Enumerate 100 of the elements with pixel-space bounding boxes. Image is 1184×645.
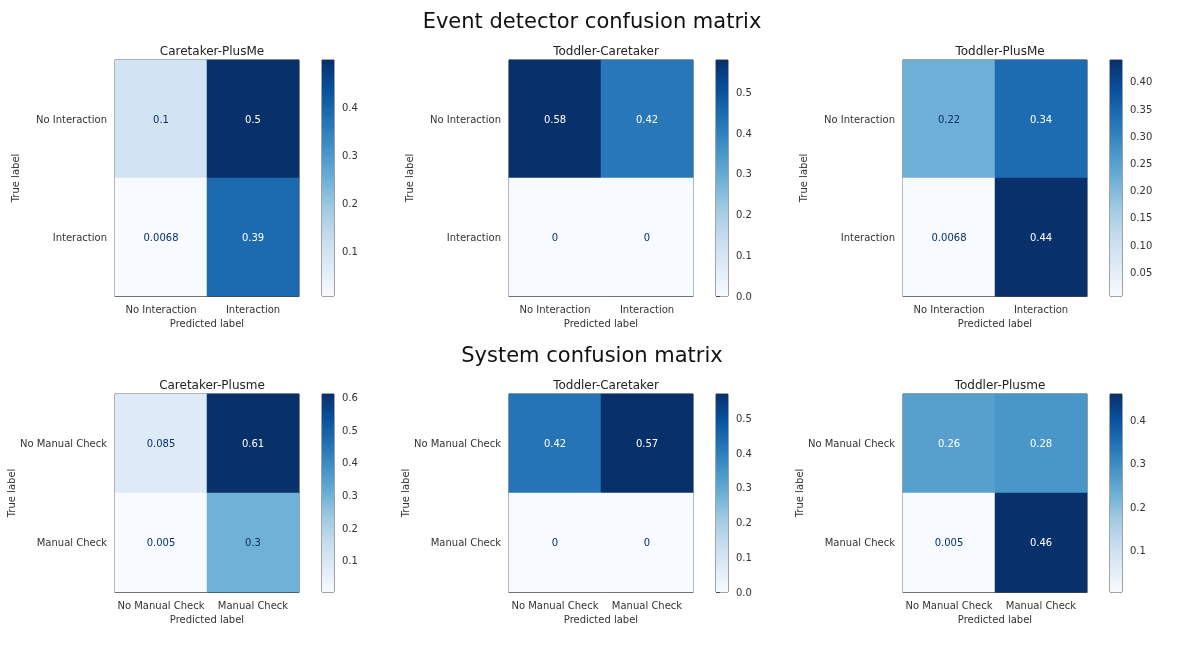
x-tick-label: Manual Check xyxy=(611,599,683,611)
data-label: 0.005 xyxy=(934,537,964,548)
chart-title: Toddler-Plusme xyxy=(953,378,1046,392)
x-tick-label: Interaction xyxy=(619,303,675,315)
data-label: 0.57 xyxy=(635,438,659,449)
color-bar-label: 0.1 xyxy=(1130,545,1146,557)
chart-title: Toddler-Caretaker xyxy=(552,378,659,392)
data-label: 0.28 xyxy=(1029,438,1053,449)
color-bar-label: 0.2 xyxy=(736,209,752,221)
data-label: 0.58 xyxy=(543,113,567,125)
data-label: 0 xyxy=(643,537,651,548)
x-axis-title: Predicted label xyxy=(563,614,639,626)
color-bar-label: 0.4 xyxy=(1130,414,1146,426)
color-bar-label: 0.5 xyxy=(736,412,752,424)
data-label: 0.005 xyxy=(146,537,176,548)
y-tick-label: Manual Check xyxy=(824,537,896,548)
color-bar-label: 0.5 xyxy=(342,424,358,436)
color-bar-label: 0.20 xyxy=(1130,185,1153,197)
data-label: 0.0068 xyxy=(931,231,967,243)
color-bar-label: 0.3 xyxy=(342,489,358,501)
color-bar-label: 0.3 xyxy=(1130,458,1146,470)
x-tick-label: Manual Check xyxy=(217,599,289,611)
color-bar-label: 0.25 xyxy=(1130,158,1153,170)
color-bar-label: 0.4 xyxy=(342,102,358,114)
color-bar-label: 0.10 xyxy=(1130,239,1153,251)
chart-title: Caretaker-PlusMe xyxy=(159,44,265,58)
y-tick-label: No Interaction xyxy=(429,113,501,125)
y-tick-label: No Manual Check xyxy=(807,438,896,449)
color-bar-label: 0.1 xyxy=(736,249,752,261)
data-label: 0.34 xyxy=(1029,113,1053,125)
x-tick-label: No Manual Check xyxy=(117,599,205,611)
color-bar-label: 0.2 xyxy=(736,517,752,529)
color-bar-label: 0.15 xyxy=(1130,212,1153,224)
y-tick-label: No Manual Check xyxy=(413,438,502,449)
chart-title: Caretaker-Plusme xyxy=(159,378,265,392)
color-bar-label: 0.2 xyxy=(342,522,358,534)
color-bar-label: 0.1 xyxy=(342,555,358,567)
color-bar-label: 0.30 xyxy=(1130,130,1153,142)
color-bar-label: 0.05 xyxy=(1130,266,1153,278)
y-tick-label: Manual Check xyxy=(36,537,108,548)
chart-title: Toddler-PlusMe xyxy=(954,44,1045,58)
data-label: 0.44 xyxy=(1029,231,1053,243)
data-label: 0.46 xyxy=(1029,537,1053,548)
color-bar-label: 0.2 xyxy=(342,198,358,210)
data-label: 0.42 xyxy=(543,438,567,449)
chart-title: Toddler-Caretaker xyxy=(552,44,659,58)
data-label: 0.1 xyxy=(153,113,169,125)
y-tick-label: Interaction xyxy=(840,231,895,243)
y-axis-title: True label xyxy=(797,153,809,204)
x-axis-title: Predicted label xyxy=(563,318,639,330)
data-label: 0.22 xyxy=(937,113,961,125)
data-label: 0.0068 xyxy=(143,231,179,243)
text: System confusion matrix xyxy=(461,343,723,367)
x-axis-title: Predicted label xyxy=(957,614,1033,626)
x-axis-title: Predicted label xyxy=(169,614,245,626)
text: Event detector confusion matrix xyxy=(422,9,762,33)
color-bar-label: 0.3 xyxy=(736,482,752,494)
color-bar-label: 0.6 xyxy=(342,391,358,403)
color-bar-label: 0.1 xyxy=(736,551,752,563)
y-tick-label: Manual Check xyxy=(430,537,502,548)
color-bar-label: 0.2 xyxy=(1130,501,1146,513)
data-label: 0 xyxy=(643,231,651,243)
y-axis-title: True label xyxy=(9,153,21,204)
color-bar-label: 0.3 xyxy=(342,150,358,162)
x-tick-label: No Interaction xyxy=(519,303,591,315)
color-bar-label: 0.40 xyxy=(1130,76,1153,88)
y-axis-title: True label xyxy=(5,468,17,519)
data-label: 0 xyxy=(551,231,559,243)
color-bar-label: 0.4 xyxy=(342,457,358,469)
x-tick-label: Interaction xyxy=(225,303,281,315)
data-label: 0 xyxy=(551,537,559,548)
x-axis-title: Predicted label xyxy=(169,318,245,330)
y-tick-label: No Interaction xyxy=(823,113,895,125)
color-bar-label: 0.4 xyxy=(736,127,752,139)
data-label: 0.61 xyxy=(241,438,265,449)
y-axis-title: True label xyxy=(793,468,805,519)
x-tick-label: Interaction xyxy=(1013,303,1069,315)
x-tick-label: No Manual Check xyxy=(905,599,993,611)
y-axis-title: True label xyxy=(399,468,411,519)
y-tick-label: No Interaction xyxy=(35,113,107,125)
color-bar-label: 0.0 xyxy=(736,290,752,302)
x-axis-title: Predicted label xyxy=(957,318,1033,330)
data-label: 0.42 xyxy=(635,113,659,125)
x-tick-label: Manual Check xyxy=(1005,599,1077,611)
x-tick-label: No Interaction xyxy=(125,303,197,315)
data-label: 0.5 xyxy=(245,113,261,125)
data-label: 0.26 xyxy=(937,438,961,449)
data-label: 0.085 xyxy=(146,438,176,449)
y-axis-title: True label xyxy=(403,153,415,204)
x-tick-label: No Manual Check xyxy=(511,599,599,611)
y-tick-label: Interaction xyxy=(52,231,107,243)
color-bar-label: 0.3 xyxy=(736,168,752,180)
color-bar-label: 0.4 xyxy=(736,447,752,459)
color-bar-label: 0.35 xyxy=(1130,103,1153,115)
y-tick-label: No Manual Check xyxy=(19,438,108,449)
x-tick-label: No Interaction xyxy=(913,303,985,315)
color-bar-label: 0.0 xyxy=(736,586,752,598)
color-bar-label: 0.5 xyxy=(736,87,752,99)
color-bar-label: 0.1 xyxy=(342,245,358,257)
y-tick-label: Interaction xyxy=(446,231,501,243)
